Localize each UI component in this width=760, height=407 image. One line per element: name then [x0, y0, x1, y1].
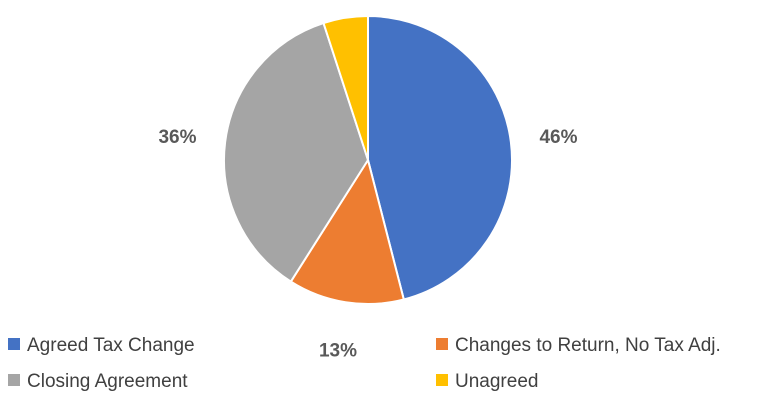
legend-label-changes-to-return-no-tax-adj: Changes to Return, No Tax Adj.: [455, 335, 721, 356]
legend-swatch-unagreed: [436, 374, 448, 386]
data-label-changes-to-return-no-tax-adj: 13%: [319, 341, 357, 362]
legend-item-changes-to-return-no-tax-adj: Changes to Return, No Tax Adj.: [436, 335, 721, 356]
legend-item-closing-agreement: Closing Agreement: [8, 371, 188, 392]
pie-slices: [223, 14, 514, 305]
legend-label-agreed-tax-change: Agreed Tax Change: [27, 335, 195, 356]
pie-slice-closing-agreement: [223, 21, 370, 283]
data-label-agreed-tax-change: 46%: [539, 127, 577, 148]
legend-label-closing-agreement: Closing Agreement: [27, 371, 188, 392]
legend-swatch-changes-to-return-no-tax-adj: [436, 338, 448, 350]
pie-slice-changes-to-return-no-tax-adj: [289, 157, 406, 305]
legend-label-unagreed: Unagreed: [455, 371, 538, 392]
legend: Agreed Tax Change Changes to Return, No T…: [8, 335, 721, 392]
legend-item-unagreed: Unagreed: [436, 371, 538, 392]
legend-swatch-agreed-tax-change: [8, 338, 20, 350]
legend-swatch-closing-agreement: [8, 374, 20, 386]
legend-item-agreed-tax-change: Agreed Tax Change: [8, 335, 195, 356]
data-label-closing-agreement: 36%: [158, 127, 196, 148]
pie-slice-agreed-tax-change: [367, 14, 514, 301]
pie-slice-unagreed: [322, 14, 369, 161]
pie-data-labels: 46%13%36%5%: [158, 127, 577, 362]
